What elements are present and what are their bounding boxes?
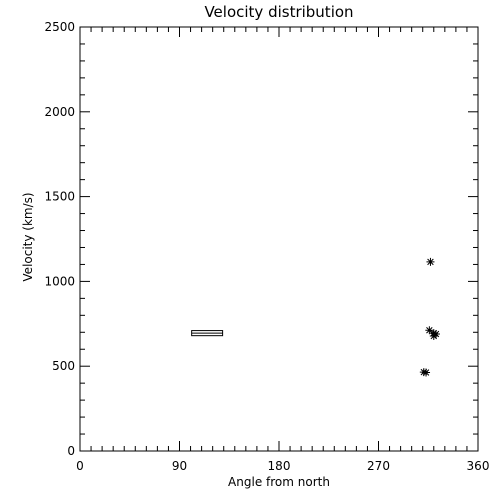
data-marks bbox=[191, 257, 440, 377]
y-tick-label: 0 bbox=[67, 444, 75, 458]
asterisk-point bbox=[425, 326, 434, 335]
x-tick-label: 180 bbox=[268, 459, 291, 473]
x-axis-label: Angle from north bbox=[228, 475, 330, 489]
y-tick-label: 2500 bbox=[44, 20, 75, 34]
x-tick-label: 90 bbox=[172, 459, 187, 473]
y-tick-label: 500 bbox=[52, 359, 75, 373]
y-axis-label: Velocity (km/s) bbox=[21, 192, 35, 281]
y-tick-label: 1500 bbox=[44, 190, 75, 204]
y-tick-label: 1000 bbox=[44, 274, 75, 288]
asterisk-point bbox=[429, 332, 438, 341]
tick-labels: 0 90 180 270 360 0 500 1000 1500 2000 2500 bbox=[44, 20, 489, 473]
x-tick-label: 0 bbox=[76, 459, 84, 473]
x-tick-label: 270 bbox=[367, 459, 390, 473]
asterisk-point bbox=[426, 257, 435, 266]
chart-title: Velocity distribution bbox=[204, 3, 353, 21]
x-tick-label: 360 bbox=[467, 459, 490, 473]
asterisk-point bbox=[422, 368, 431, 377]
plot-frame bbox=[79, 26, 479, 452]
y-tick-label: 2000 bbox=[44, 105, 75, 119]
axis-ticks bbox=[79, 26, 479, 452]
